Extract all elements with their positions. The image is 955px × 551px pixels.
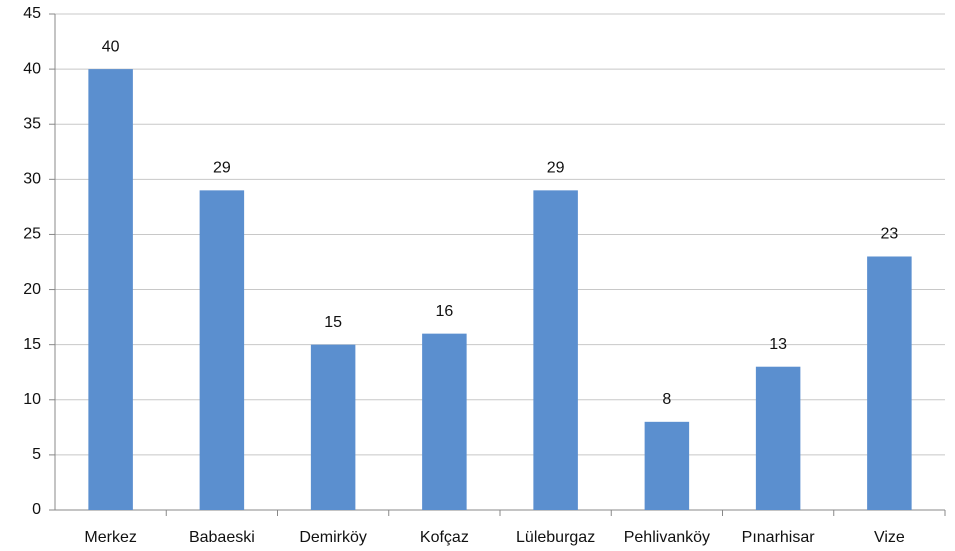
x-tick-label: Lüleburgaz: [516, 529, 595, 546]
x-tick-label: Pınarhisar: [742, 529, 816, 546]
data-label: 15: [324, 314, 342, 331]
bar: [755, 366, 801, 510]
bar: [422, 333, 467, 510]
bar: [199, 190, 245, 510]
data-label: 13: [769, 336, 787, 353]
y-tick-label: 45: [23, 5, 41, 22]
y-tick-label: 15: [23, 336, 41, 353]
y-tick-label: 0: [32, 501, 41, 518]
y-tick-label: 20: [23, 281, 41, 298]
data-label: 8: [662, 391, 671, 408]
data-label: 29: [547, 160, 565, 177]
y-tick-label: 40: [23, 60, 41, 77]
y-tick-label: 5: [32, 446, 41, 463]
y-tick-label: 30: [23, 171, 41, 188]
bar: [644, 421, 690, 510]
y-tick-label: 35: [23, 115, 41, 132]
x-tick-label: Demirköy: [299, 529, 367, 546]
x-tick-label: Babaeski: [189, 529, 255, 546]
bar: [533, 190, 578, 510]
bar: [88, 69, 133, 510]
x-tick-label: Kofçaz: [420, 529, 469, 546]
data-label: 40: [102, 38, 120, 55]
data-label: 23: [880, 226, 898, 243]
bar: [867, 256, 912, 510]
data-label: 29: [213, 160, 231, 177]
y-tick-label: 10: [23, 391, 41, 408]
y-tick-label: 25: [23, 226, 41, 243]
data-label: 16: [435, 303, 453, 320]
x-tick-label: Vize: [874, 529, 905, 546]
bar: [310, 344, 356, 510]
x-tick-label: Pehlivanköy: [624, 529, 710, 546]
x-tick-label: Merkez: [84, 529, 136, 546]
